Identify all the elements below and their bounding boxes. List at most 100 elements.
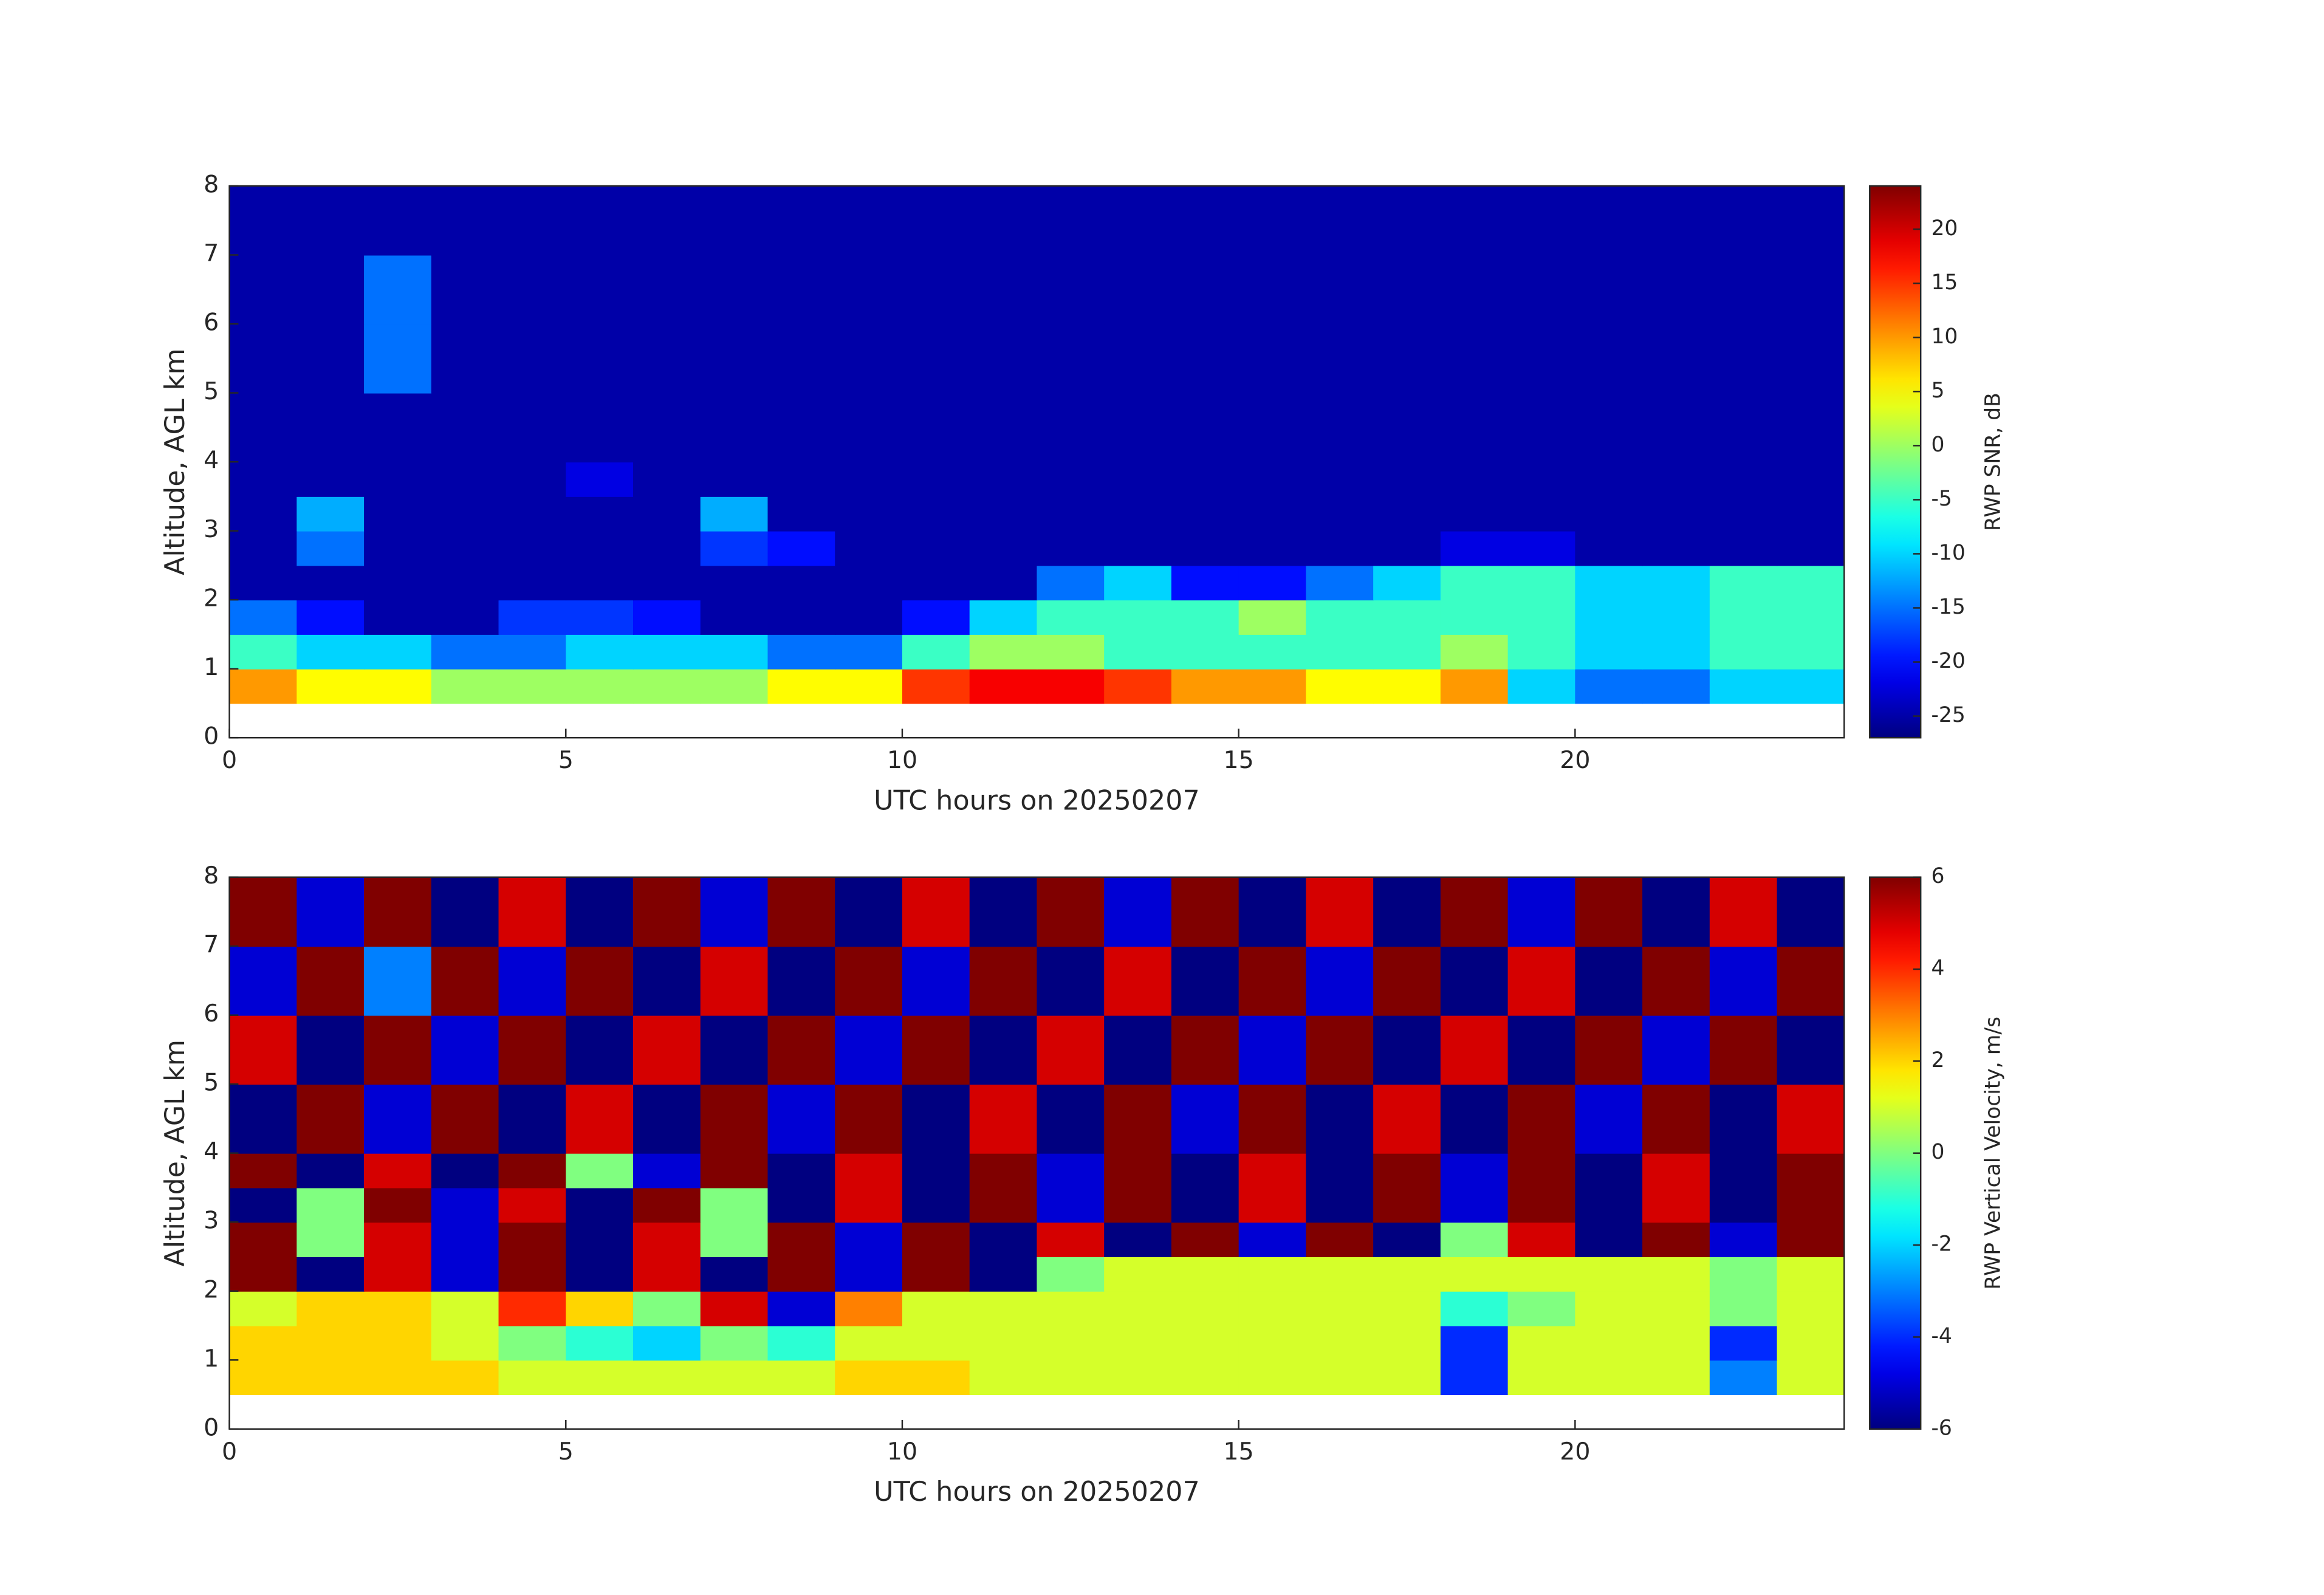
y-tick-label: 0 [204, 1413, 219, 1441]
heat-cell [229, 324, 298, 394]
heat-cell [1709, 946, 1778, 1016]
heat-cell [1777, 1325, 1845, 1361]
heat-cell [1575, 255, 1644, 325]
heat-cell [633, 324, 701, 394]
heat-cell [633, 393, 701, 463]
heat-cell [835, 1153, 903, 1189]
heat-cell [700, 1084, 769, 1154]
heat-cell [1238, 946, 1307, 1016]
heat-cell [767, 1222, 836, 1257]
heat-cell [1104, 600, 1172, 635]
heat-cell [835, 255, 903, 325]
heat-cell [296, 1153, 365, 1189]
heat-cell [1104, 565, 1172, 601]
heat-cell [229, 1360, 298, 1396]
y-tick-label: 4 [204, 1137, 219, 1165]
heat-cell [1104, 462, 1172, 497]
heat-cell [498, 496, 567, 532]
heat-cell [296, 1360, 365, 1396]
heat-cell [1440, 1325, 1509, 1361]
heat-cell [498, 393, 567, 463]
heat-cell [1642, 1360, 1710, 1396]
heat-cell [633, 462, 701, 497]
heat-cell [1642, 393, 1710, 463]
heat-cell [1777, 1222, 1845, 1257]
heat-cell [1171, 565, 1239, 601]
heat-cell [1104, 1187, 1172, 1223]
heat-cell [1575, 1187, 1644, 1223]
heat-cell [902, 634, 970, 670]
heat-cell [835, 1291, 903, 1326]
y-tick-label: 8 [204, 171, 219, 199]
heat-cell [1777, 324, 1845, 394]
heat-cell [1777, 1360, 1845, 1396]
x-tick-label: 5 [558, 1438, 574, 1466]
heat-cell [566, 1015, 634, 1085]
heat-cell [296, 530, 365, 566]
heat-cell [1171, 1291, 1239, 1326]
heat-cell [1104, 1325, 1172, 1361]
heat-cell [700, 462, 769, 497]
heat-cell [700, 530, 769, 566]
heat-cell [1104, 496, 1172, 532]
heat-cell [633, 1256, 701, 1292]
x-tick-label: 20 [1560, 1438, 1590, 1466]
heat-cell [498, 668, 567, 704]
heat-cell [700, 877, 769, 947]
heat-cell [969, 1153, 1038, 1189]
heat-cell [835, 393, 903, 463]
heat-cell [700, 496, 769, 532]
heat-cell [566, 1153, 634, 1189]
heat-cell [633, 877, 701, 947]
colorbar-tick-label: 6 [1931, 864, 1944, 888]
heat-cell [364, 1222, 432, 1257]
heat-cell [1373, 496, 1441, 532]
heat-cell [1777, 255, 1845, 325]
heat-cell [700, 1256, 769, 1292]
heat-cell [902, 393, 970, 463]
heat-cell [566, 462, 634, 497]
heat-cell [1037, 946, 1105, 1016]
heat-cell [1171, 1084, 1239, 1154]
heat-cell [1642, 1222, 1710, 1257]
heat-cell [1777, 496, 1845, 532]
y-tick-label: 1 [204, 653, 219, 681]
heat-cell [700, 1291, 769, 1326]
x-tick-label: 15 [1224, 746, 1254, 774]
heat-cell [1507, 530, 1576, 566]
heat-cell [498, 1015, 567, 1085]
heat-cell [1440, 530, 1509, 566]
heat-cell [1238, 1084, 1307, 1154]
heat-cell [1373, 1325, 1441, 1361]
heat-cell [1777, 462, 1845, 497]
heat-cell [498, 255, 567, 325]
colorbar-tick-label: -10 [1931, 541, 1965, 565]
heat-cell [1104, 530, 1172, 566]
heat-cell [1440, 1360, 1509, 1396]
heat-cell [1777, 634, 1845, 670]
heat-cell [498, 1360, 567, 1396]
heat-cell [1171, 946, 1239, 1016]
heat-cell [1507, 186, 1576, 256]
heat-cell [364, 1153, 432, 1189]
heat-cell [296, 877, 365, 947]
heat-cell [1037, 668, 1105, 704]
heat-cell [1037, 1187, 1105, 1223]
heat-cell [969, 668, 1038, 704]
heat-cell [1171, 1015, 1239, 1085]
heat-cell [1037, 1256, 1105, 1292]
heat-cell [633, 255, 701, 325]
heat-cell [364, 946, 432, 1016]
heat-cell [1642, 186, 1710, 256]
heat-cell [1373, 1360, 1441, 1396]
heat-cell [1238, 393, 1307, 463]
heat-cell [296, 1187, 365, 1223]
heat-cell [633, 946, 701, 1016]
heat-cell [767, 946, 836, 1016]
heat-cell [229, 634, 298, 670]
heat-cell [1238, 877, 1307, 947]
heat-cell [1777, 1153, 1845, 1189]
heat-cell [1642, 600, 1710, 635]
heat-cell [1709, 324, 1778, 394]
heat-cell [431, 565, 499, 601]
